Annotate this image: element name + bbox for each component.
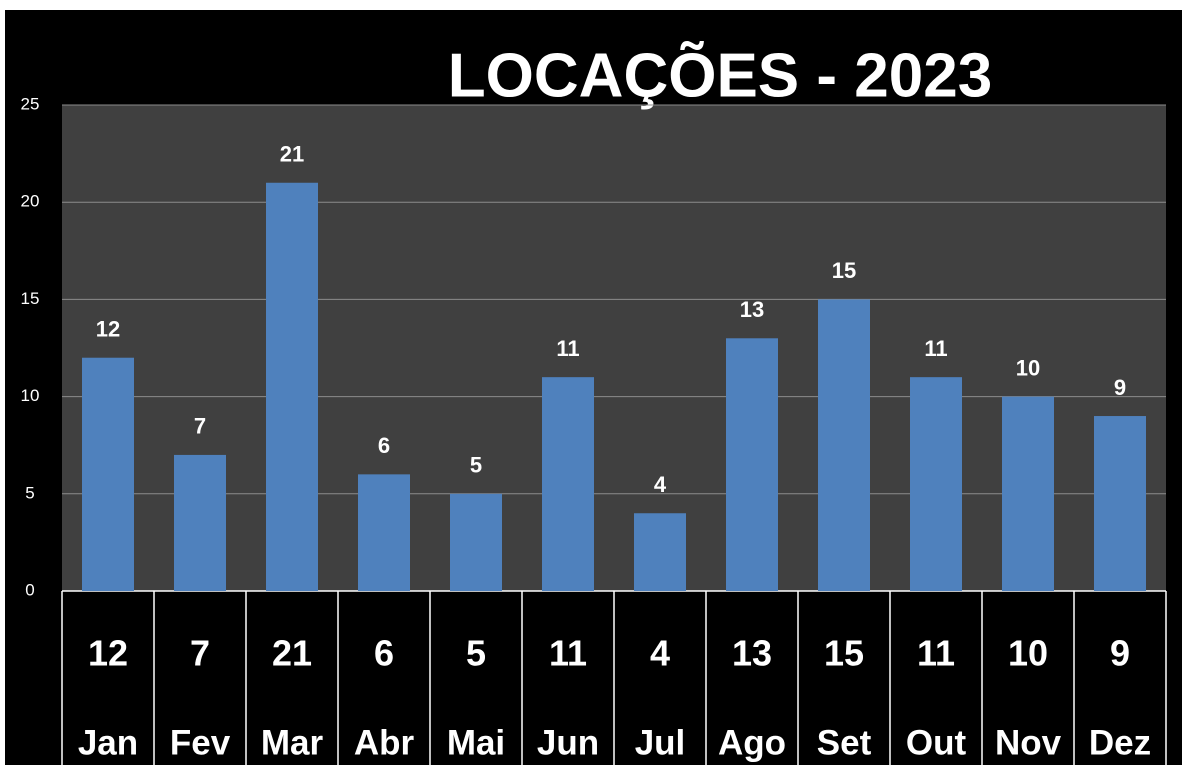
y-tick-label: 10 — [21, 386, 40, 405]
bar — [358, 474, 410, 591]
data-label: 13 — [740, 297, 764, 322]
bar — [82, 357, 134, 591]
table-value: 21 — [272, 633, 312, 674]
x-tick-label: Mar — [261, 723, 324, 762]
table-value: 5 — [466, 633, 486, 674]
table-value: 6 — [374, 633, 394, 674]
y-tick-label: 25 — [21, 94, 40, 113]
data-label: 11 — [924, 336, 947, 361]
data-label: 15 — [832, 258, 856, 283]
data-label: 5 — [470, 453, 482, 478]
bar — [450, 493, 502, 591]
x-tick-label: Out — [906, 723, 967, 762]
data-label: 6 — [378, 433, 390, 458]
table-value: 9 — [1110, 633, 1130, 674]
x-tick-label: Set — [817, 723, 872, 762]
plot-area — [62, 105, 1166, 591]
chart-title: LOCAÇÕES - 2023 — [448, 41, 992, 110]
data-label: 7 — [194, 414, 206, 439]
x-tick-label: Jun — [537, 723, 599, 762]
x-tick-label: Dez — [1089, 723, 1151, 762]
bar — [542, 377, 594, 591]
data-label: 11 — [556, 336, 579, 361]
y-tick-label: 0 — [25, 580, 34, 599]
table-value: 10 — [1008, 633, 1048, 674]
table-value: 11 — [917, 633, 955, 674]
table-value: 11 — [549, 633, 587, 674]
x-tick-label: Fev — [170, 723, 231, 762]
table-value: 4 — [650, 633, 670, 674]
x-tick-label: Ago — [718, 723, 786, 762]
y-tick-label: 5 — [25, 483, 34, 502]
bar — [1094, 416, 1146, 591]
data-label: 21 — [280, 142, 304, 167]
table-value: 15 — [824, 633, 864, 674]
bar — [726, 338, 778, 591]
x-tick-label: Nov — [995, 723, 1062, 762]
x-tick-label: Jul — [635, 723, 686, 762]
data-label: 12 — [96, 317, 120, 342]
bar — [818, 299, 870, 591]
y-tick-label: 20 — [21, 192, 40, 211]
y-tick-label: 15 — [21, 289, 40, 308]
x-tick-label: Jan — [78, 723, 138, 762]
table-value: 12 — [88, 633, 128, 674]
bar — [634, 513, 686, 591]
table-value: 7 — [190, 633, 210, 674]
table-value: 13 — [732, 633, 772, 674]
bar — [910, 377, 962, 591]
bar — [1002, 396, 1054, 591]
x-tick-label: Abr — [354, 723, 415, 762]
bar — [266, 182, 318, 591]
data-label: 10 — [1016, 355, 1040, 380]
x-tick-label: Mai — [447, 723, 505, 762]
data-label: 4 — [654, 472, 667, 497]
data-label: 9 — [1114, 375, 1126, 400]
bar — [174, 454, 226, 591]
